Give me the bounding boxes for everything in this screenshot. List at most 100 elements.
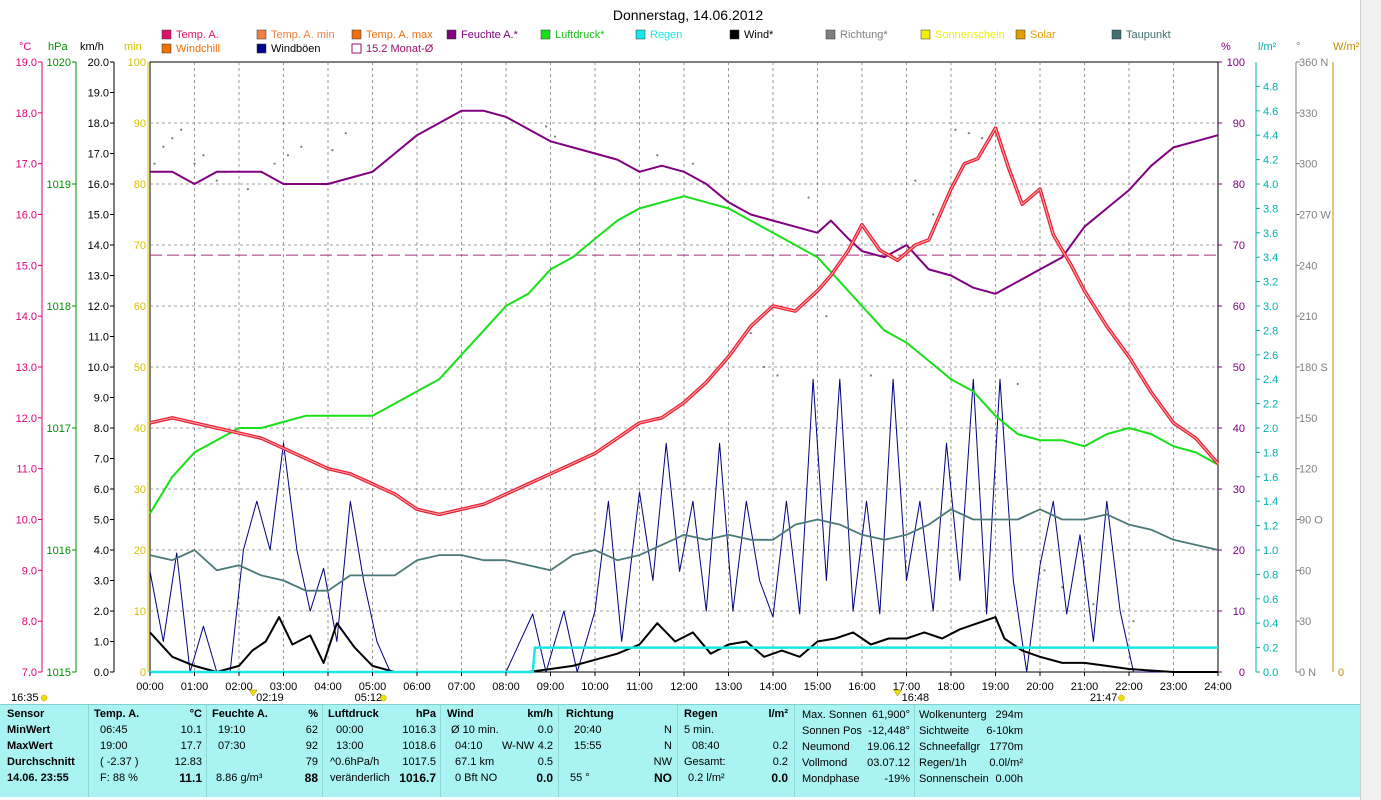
axis-temp-label: 12.0	[16, 413, 37, 425]
axis-sun-label: 0	[140, 667, 146, 679]
direction-dot	[202, 154, 205, 157]
axis-unit-sun: min	[124, 41, 142, 53]
axis-temp-label: 17.0	[16, 159, 37, 171]
axis-unit-temp: °C	[19, 41, 31, 53]
direction-dot	[981, 137, 984, 140]
axis-rain-label: 1.2	[1263, 521, 1278, 533]
legend-label: Feuchte A.*	[461, 29, 519, 41]
direction-dot	[954, 128, 957, 131]
axis-rain-label: 4.0	[1263, 179, 1278, 191]
axis-hum-label: 0	[1239, 667, 1245, 679]
axis-unit-solar: W/m²	[1333, 41, 1360, 53]
axis-press-label: 1016	[47, 545, 71, 557]
axis-hum-label: 10	[1233, 606, 1245, 618]
axis-rain-label: 3.2	[1263, 277, 1278, 289]
axis-sun-label: 20	[134, 545, 146, 557]
axis-unit-press: hPa	[48, 41, 68, 53]
axis-wind-label: 13.0	[88, 271, 109, 283]
axis-wind-label: 4.0	[94, 545, 109, 557]
axis-deg-label: 240	[1299, 260, 1317, 272]
sunset-marker-icon	[248, 689, 258, 697]
legend-label: 15.2 Monat-Ø	[366, 43, 434, 55]
axis-press-label: 1018	[47, 301, 71, 313]
axis-time-label: 21:00	[1071, 681, 1099, 693]
misc-visibility-value: 6-10km	[986, 725, 1023, 737]
misc-snowline-value: 1770m	[989, 741, 1023, 753]
axis-temp-label: 11.0	[16, 464, 37, 476]
stats-header-dir: Richtung	[566, 708, 614, 720]
axis-rain-label: 2.6	[1263, 350, 1278, 362]
axis-time-label: 06:00	[403, 681, 431, 693]
wind-row3-value: 0.5	[537, 756, 553, 768]
axis-rain-label: 1.0	[1263, 545, 1278, 557]
sun-marker-left-time: 16:35	[11, 692, 39, 704]
axis-wind-label: 16.0	[88, 179, 109, 191]
press-min-value: 1016.3	[402, 724, 436, 736]
axis-deg-label: 270 W	[1299, 210, 1331, 222]
direction-dot	[273, 162, 276, 165]
legend-swatch	[635, 29, 646, 40]
axis-unit-hum: %	[1221, 41, 1231, 53]
legend-swatch	[161, 43, 172, 54]
axis-deg-label: 90 O	[1299, 515, 1323, 527]
dir-max-value: N	[664, 740, 672, 752]
stats-unit-wind: km/h	[527, 708, 553, 720]
axis-rain-label: 1.4	[1263, 496, 1278, 508]
axis-deg-label: 330	[1299, 108, 1317, 120]
legend-label: Taupunkt	[1126, 29, 1171, 41]
axis-wind-label: 7.0	[94, 454, 109, 466]
wind-row1-label: Ø 10 min.	[451, 724, 499, 736]
legend-swatch	[351, 43, 362, 54]
stats-astro-col: Max. Sonnen 61,900° Sonnen Pos -12,448° Ne…	[802, 707, 910, 795]
direction-dot	[807, 196, 810, 199]
hum-avg-value: 79	[305, 756, 318, 768]
axis-rain-label: 2.0	[1263, 423, 1278, 435]
legend-swatch	[729, 29, 740, 40]
axis-unit-rain: l/m²	[1258, 41, 1277, 53]
astro-newmoon-value: 19.06.12	[867, 741, 910, 753]
legend-swatch	[161, 29, 172, 40]
direction-dot	[869, 374, 873, 377]
dir-min-value: N	[664, 724, 672, 736]
axis-temp-label: 9.0	[22, 565, 37, 577]
astro-maxsun-label: Max. Sonnen	[802, 709, 867, 721]
stats-unit-press: hPa	[415, 708, 436, 720]
direction-dot	[914, 179, 917, 182]
axis-time-label: 04:00	[314, 681, 342, 693]
axis-deg-label: 30	[1299, 616, 1311, 628]
axis-temp-label: 7.0	[22, 667, 37, 679]
astro-maxsun-value: 61,900°	[871, 709, 910, 721]
axis-rain-label: 4.4	[1263, 130, 1278, 142]
legend: Temp. A. Temp. A. min Temp. A. max Feuchte …	[161, 29, 1171, 55]
axis-hum-label: 60	[1233, 301, 1245, 313]
axis-wind-label: 9.0	[94, 393, 109, 405]
axis-deg-label: 210	[1299, 311, 1317, 323]
direction-dot	[691, 162, 695, 165]
wind-row3-label: 67.1 km	[455, 756, 495, 768]
legend-label: Temp. A. max	[366, 29, 433, 41]
rain-row3-value: 0.2	[772, 756, 788, 768]
axis-deg-label: 180 S	[1299, 362, 1328, 374]
rain-row2-value: 0.2	[772, 740, 788, 752]
axis-wind-label: 5.0	[94, 515, 109, 527]
legend-label: Wind*	[744, 29, 774, 41]
axis-temp-label: 19.0	[16, 57, 37, 69]
axis-sun-label: 100	[128, 57, 146, 69]
axis-temp-label: 16.0	[16, 210, 37, 222]
direction-dot	[825, 315, 828, 318]
direction-dot	[331, 149, 334, 152]
axis-deg-label: 360 N	[1299, 57, 1328, 69]
hum-min-time: 19:10	[218, 724, 246, 736]
temp-avg-note: ( -2.37 )	[100, 756, 139, 768]
temp-cur-note: F: 88 %	[100, 772, 138, 784]
axis-time-label: 22:00	[1115, 681, 1143, 693]
axis-sun-label: 40	[134, 423, 146, 435]
axis-sun-label: 80	[134, 179, 146, 191]
axis-time-label: 14:00	[759, 681, 787, 693]
axis-temp-label: 10.0	[16, 515, 37, 527]
series-gusts	[149, 378, 1218, 673]
axis-units: °C hPa km/h min% l/m² ° W/m²	[19, 41, 1360, 53]
axis-wind-label: 6.0	[94, 484, 109, 496]
legend-swatch	[1015, 29, 1026, 40]
dir-avg-value: NW	[653, 756, 672, 768]
